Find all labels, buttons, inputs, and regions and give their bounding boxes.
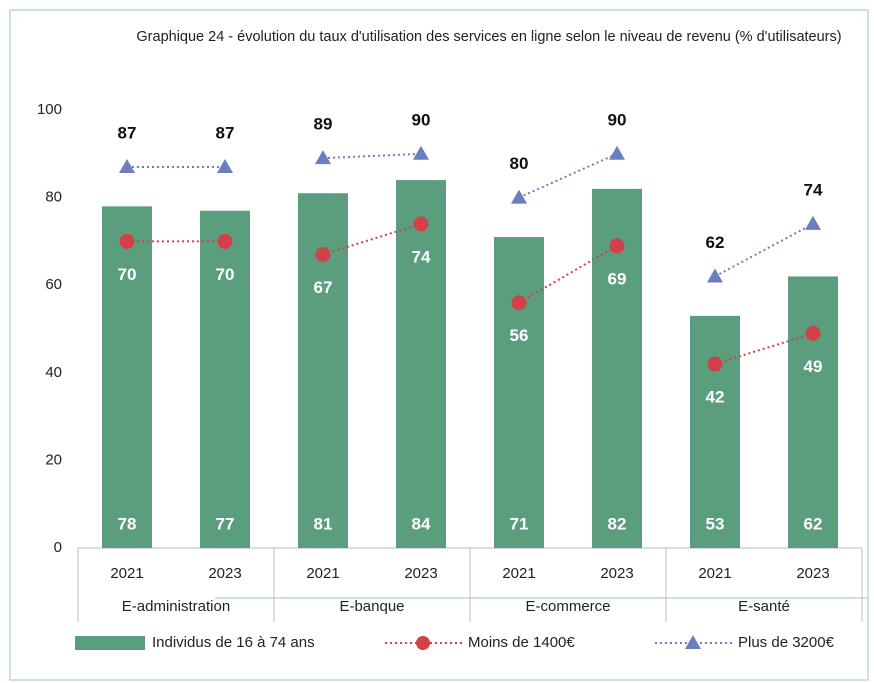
marker	[119, 158, 135, 173]
marker	[217, 158, 233, 173]
x-tick-label: 2023	[796, 565, 829, 582]
legend-marker	[416, 636, 430, 650]
data-label: 74	[804, 180, 823, 199]
legend-label: Individus de 16 à 74 ans	[152, 634, 315, 651]
data-label: 87	[118, 123, 137, 142]
y-tick-label: 0	[54, 539, 62, 556]
marker	[707, 268, 723, 283]
data-label: 77	[216, 514, 235, 533]
bar	[298, 193, 348, 548]
line	[322, 222, 422, 256]
data-label: 69	[608, 269, 627, 288]
data-label: 89	[314, 115, 333, 134]
x-tick-label: 2021	[110, 565, 143, 582]
group-label: E-commerce	[525, 598, 610, 615]
marker	[315, 247, 331, 263]
frame	[9, 9, 869, 681]
data-label: 87	[216, 123, 235, 142]
line	[714, 222, 814, 278]
data-label: 81	[314, 514, 333, 533]
x-tick-label: 2021	[698, 565, 731, 582]
data-label: 53	[706, 514, 725, 533]
marker	[413, 216, 429, 232]
chart-title: Graphique 24 - évolution du taux d'utili…	[136, 29, 842, 45]
data-label: 80	[510, 154, 529, 173]
data-label: 74	[412, 247, 431, 266]
marker	[805, 325, 821, 341]
legend-swatch	[75, 636, 145, 650]
data-label: 67	[314, 278, 333, 297]
marker	[511, 295, 527, 311]
group-label: E-santé	[738, 598, 790, 615]
data-label: 70	[216, 265, 235, 284]
marker	[217, 233, 233, 249]
data-label: 62	[804, 514, 823, 533]
y-tick-label: 80	[45, 189, 62, 206]
data-label: 71	[510, 514, 529, 533]
marker	[315, 150, 331, 165]
y-tick-label: 20	[45, 451, 62, 468]
y-tick-label: 40	[45, 364, 62, 381]
y-tick-label: 100	[37, 101, 62, 118]
data-label: 49	[804, 357, 823, 376]
marker	[413, 145, 429, 160]
group-label: E-banque	[339, 598, 404, 615]
marker	[805, 215, 821, 230]
data-label: 82	[608, 514, 627, 533]
data-label: 70	[118, 265, 137, 284]
data-label: 42	[706, 388, 725, 407]
bar	[102, 206, 152, 549]
line	[322, 152, 422, 160]
x-tick-label: 2023	[600, 565, 633, 582]
legend-label: Plus de 3200€	[738, 634, 835, 651]
data-label: 62	[706, 233, 725, 252]
bar	[788, 276, 838, 548]
bar	[396, 180, 446, 548]
marker	[119, 233, 135, 249]
data-label: 90	[608, 110, 627, 129]
marker	[511, 189, 527, 204]
marker	[707, 356, 723, 372]
x-tick-label: 2023	[208, 565, 241, 582]
marker	[609, 145, 625, 160]
bar	[690, 315, 740, 548]
bar	[494, 237, 544, 548]
x-tick-label: 2021	[306, 565, 339, 582]
bar	[200, 210, 250, 549]
legend-marker	[685, 635, 701, 649]
data-label: 56	[510, 326, 529, 345]
group-label: E-administration	[122, 598, 230, 615]
x-tick-label: 2021	[502, 565, 535, 582]
line	[714, 332, 814, 365]
data-label: 90	[412, 110, 431, 129]
marker	[609, 238, 625, 254]
x-tick-label: 2023	[404, 565, 437, 582]
legend-label: Moins de 1400€	[468, 634, 575, 651]
line	[518, 244, 618, 304]
data-label: 78	[118, 514, 137, 533]
y-tick-label: 60	[45, 276, 62, 293]
data-label: 84	[412, 514, 431, 533]
